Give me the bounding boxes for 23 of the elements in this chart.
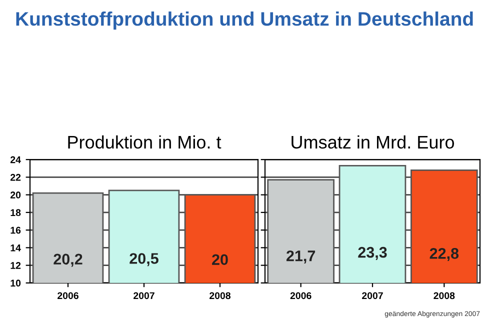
data-label: 20,2 bbox=[54, 254, 82, 267]
x-tick-label: 2008 bbox=[210, 292, 231, 300]
x-tick-label: 2008 bbox=[434, 292, 455, 300]
chart-title: Umsatz in Mrd. Euro bbox=[292, 135, 454, 149]
y-tick-label: 14 bbox=[10, 244, 21, 252]
data-label: 21,7 bbox=[286, 250, 316, 264]
data-label: 20,5 bbox=[130, 253, 158, 266]
text: Kunststoffproduktion und Umsatz in Deutschland bbox=[16, 12, 473, 30]
x-tick-label: 2007 bbox=[134, 292, 154, 300]
y-tick-label: 12 bbox=[10, 262, 21, 269]
x-tick-label: 2006 bbox=[290, 292, 312, 300]
x-tick-label: 2007 bbox=[362, 292, 383, 300]
chart-title: Produktion in Mio. t bbox=[68, 135, 222, 149]
y-tick-label: 18 bbox=[10, 209, 21, 216]
data-label: 23,3 bbox=[358, 246, 387, 260]
y-tick-label: 24 bbox=[10, 156, 21, 164]
y-tick-label: 22 bbox=[10, 174, 21, 181]
data-label: 22,8 bbox=[430, 248, 459, 262]
x-tick-label: 2006 bbox=[58, 292, 78, 300]
y-tick-label: 20 bbox=[10, 192, 21, 198]
y-tick-label: 16 bbox=[10, 226, 21, 234]
data-label: 20 bbox=[212, 254, 228, 266]
y-tick-label: 10 bbox=[10, 280, 21, 287]
